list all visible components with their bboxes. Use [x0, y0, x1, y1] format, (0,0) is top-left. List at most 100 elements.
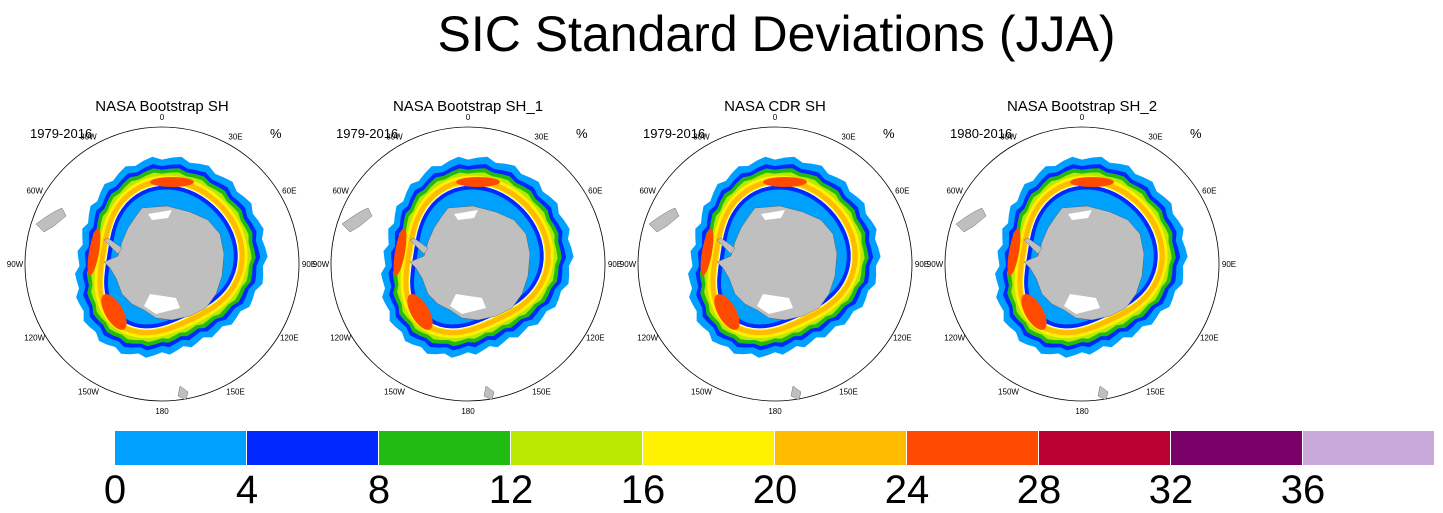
panel-title: NASA CDR SH [724, 98, 826, 115]
high-variability-area [714, 294, 740, 330]
colorbar-tick-label: 4 [235, 468, 259, 512]
panel-title: NASA Bootstrap SH [95, 98, 228, 115]
longitude-label: 30W [386, 133, 403, 142]
map-panel-3: NASA CDR SH 1979-2016 % 0 30E 60E 90E 120E 150E 1… [620, 98, 929, 416]
longitude-label: 30E [841, 133, 855, 142]
longitude-label: 0 [466, 113, 471, 122]
colorbar-box [775, 431, 907, 465]
longitude-label: 120E [893, 334, 912, 343]
panel-unit: % [270, 126, 282, 141]
ice-variability-band [94, 175, 248, 339]
colorbar-tick-label: 32 [1148, 468, 1194, 512]
longitude-label: 60E [588, 187, 602, 196]
south-america-landmass [341, 207, 373, 233]
colorbar-tick-label: 24 [884, 468, 930, 512]
high-variability-area [1021, 294, 1047, 330]
panel-period: 1979-2016 [336, 126, 398, 141]
antarctic-peninsula [409, 237, 429, 255]
panel-period: 1979-2016 [643, 126, 705, 141]
longitude-label: 30E [1148, 133, 1162, 142]
antarctic-peninsula [716, 237, 736, 255]
colorbar-box [115, 431, 247, 465]
south-america-landmass [648, 207, 680, 233]
high-variability-area [407, 294, 433, 330]
ronne-ice-shelf [454, 210, 478, 220]
longitude-label: 60W [946, 187, 963, 196]
panel-unit: % [1190, 126, 1202, 141]
ice-variability-band [1014, 175, 1168, 339]
longitude-label: 120E [280, 334, 299, 343]
longitude-label: 30W [1000, 133, 1017, 142]
high-variability-area [87, 228, 101, 276]
longitude-label: 120W [330, 334, 351, 343]
longitude-label: 150W [691, 387, 712, 396]
longitude-label: 120E [586, 334, 605, 343]
longitude-label: 90W [7, 260, 24, 269]
colorbar-tick-label: 8 [367, 468, 391, 512]
colorbar-box [643, 431, 775, 465]
colorbar-tick-label: 36 [1280, 468, 1326, 512]
longitude-label: 150W [998, 387, 1019, 396]
ross-ice-shelf [450, 294, 486, 314]
longitude-label: 90W [927, 260, 944, 269]
colorbar-tick-label: 20 [752, 468, 798, 512]
new-zealand-landmass [483, 385, 495, 401]
longitude-label: 150E [226, 387, 245, 396]
longitude-label: 30E [228, 133, 242, 142]
longitude-label: 90W [620, 260, 637, 269]
panel-unit: % [883, 126, 895, 141]
antarctic-peninsula [1023, 237, 1043, 255]
ronne-ice-shelf [148, 210, 172, 220]
new-zealand-landmass [177, 385, 189, 401]
longitude-label: 60W [332, 187, 349, 196]
longitude-label: 150W [78, 387, 99, 396]
new-zealand-landmass [1097, 385, 1109, 401]
longitude-label: 120W [944, 334, 965, 343]
colorbar-box [1039, 431, 1171, 465]
longitude-label: 180 [155, 407, 169, 416]
ronne-ice-shelf [761, 210, 785, 220]
panel-period: 1979-2016 [30, 126, 92, 141]
longitude-label: 60W [26, 187, 43, 196]
high-variability-area [150, 177, 194, 187]
longitude-label: 60E [282, 187, 296, 196]
longitude-label: 180 [1075, 407, 1089, 416]
colorbar-tick-label: 12 [488, 468, 534, 512]
map-panel-4: NASA Bootstrap SH_2 1980-2016 % 0 30E 60E 90E 1… [927, 98, 1236, 416]
map-panel-2: NASA Bootstrap SH_1 1979-2016 % 0 30E 60E 90E 1… [313, 98, 622, 416]
colorbar-tick-label: 28 [1016, 468, 1062, 512]
high-variability-area [393, 228, 407, 276]
ross-ice-shelf [1064, 294, 1100, 314]
colorbar-tick-label: 0 [103, 468, 127, 512]
longitude-label: 0 [773, 113, 778, 122]
longitude-label: 180 [461, 407, 475, 416]
longitude-label: 30E [534, 133, 548, 142]
ice-variability-band [400, 175, 554, 339]
panel-period: 1980-2016 [950, 126, 1012, 141]
longitude-label: 90E [608, 260, 622, 269]
longitude-label: 120W [637, 334, 658, 343]
high-variability-area [763, 177, 807, 187]
longitude-label: 60W [639, 187, 656, 196]
colorbar-box [511, 431, 643, 465]
new-zealand-landmass [790, 385, 802, 401]
high-variability-area [101, 294, 127, 330]
ronne-ice-shelf [1068, 210, 1092, 220]
colorbar-box [1303, 431, 1435, 465]
main-title: SIC Standard Deviations (JJA) [437, 6, 1116, 62]
ross-ice-shelf [757, 294, 793, 314]
high-variability-area [1007, 228, 1021, 276]
high-variability-area [456, 177, 500, 187]
longitude-label: 120E [1200, 334, 1219, 343]
longitude-label: 60E [1202, 187, 1216, 196]
longitude-label: 150E [1146, 387, 1165, 396]
longitude-label: 150W [384, 387, 405, 396]
panel-unit: % [576, 126, 588, 141]
longitude-label: 90W [313, 260, 330, 269]
colorbar-box [247, 431, 379, 465]
panel-title: NASA Bootstrap SH_1 [393, 98, 543, 115]
south-america-landmass [35, 207, 67, 233]
panel-title: NASA Bootstrap SH_2 [1007, 98, 1157, 115]
colorbar-box [1171, 431, 1303, 465]
